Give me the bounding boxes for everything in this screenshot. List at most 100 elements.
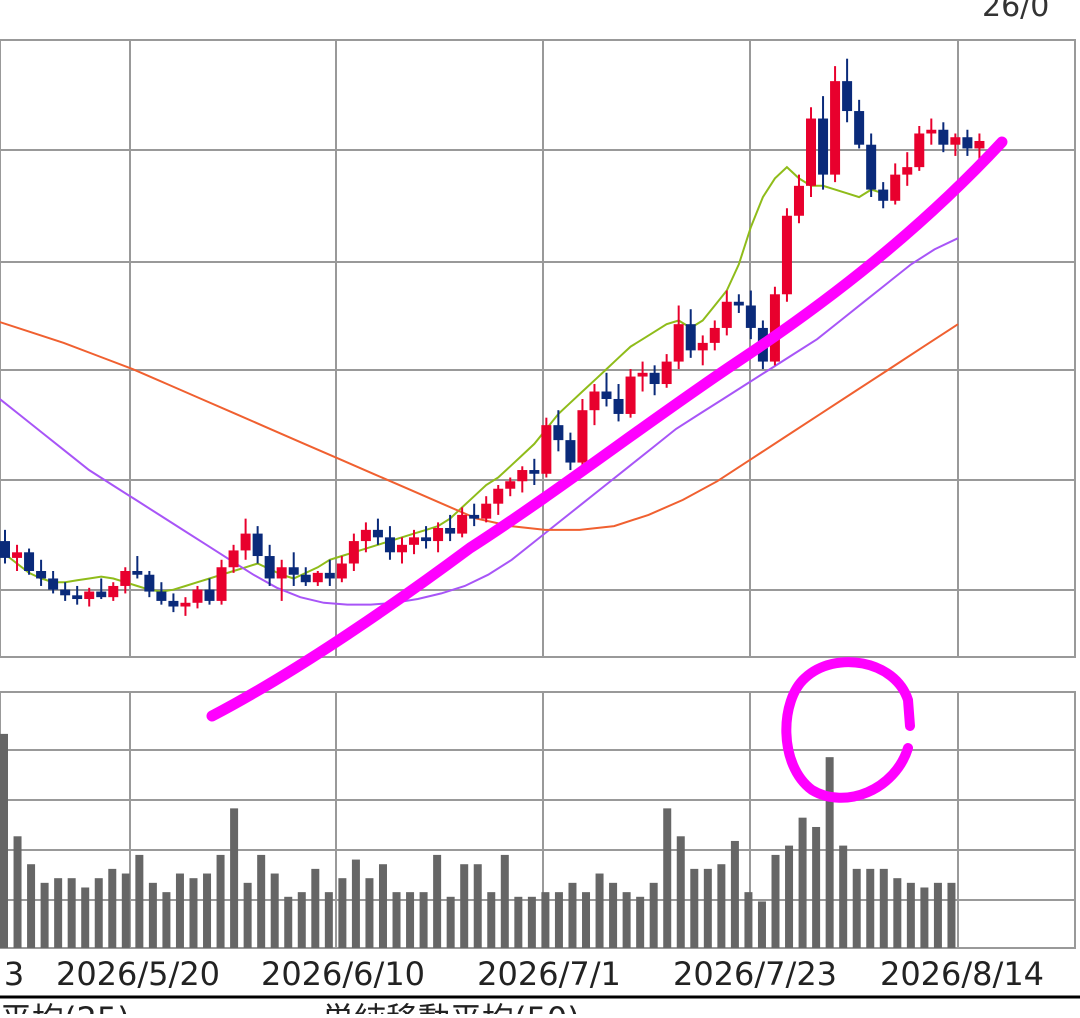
- candle-body: [769, 294, 780, 362]
- volume-bar: [257, 854, 266, 948]
- volume-bar: [189, 878, 198, 948]
- volume-bar: [324, 892, 333, 948]
- volume-bar: [351, 859, 360, 948]
- x-tick-label: 3: [4, 955, 24, 993]
- volume-bar: [27, 864, 36, 948]
- candle-body: [433, 527, 444, 542]
- candle-body: [721, 301, 732, 328]
- volume-bar: [54, 878, 63, 948]
- volume-bar: [67, 878, 76, 948]
- candle-body: [252, 533, 263, 557]
- candle: [433, 522, 444, 553]
- candle-body: [192, 589, 203, 603]
- candle: [156, 582, 167, 605]
- candle-body: [421, 537, 432, 542]
- candle-body: [396, 544, 407, 553]
- candle-body: [529, 470, 540, 474]
- candle: [842, 58, 853, 123]
- candle: [180, 597, 191, 616]
- candle: [589, 384, 600, 426]
- volume-bar: [121, 873, 130, 948]
- volume-bar: [676, 836, 685, 948]
- candle: [84, 587, 95, 607]
- candle: [409, 529, 420, 555]
- candle: [384, 526, 395, 560]
- volume-bar: [798, 817, 807, 948]
- candle-body: [324, 572, 335, 579]
- volume-bar: [866, 868, 875, 948]
- volume-bar: [365, 878, 374, 948]
- candle-body: [348, 541, 359, 564]
- volume-bar: [839, 845, 848, 948]
- volume-bar: [419, 892, 428, 948]
- candle: [914, 126, 925, 171]
- candle: [421, 526, 432, 549]
- candle: [204, 578, 215, 605]
- volume-bar: [703, 868, 712, 948]
- candle: [72, 585, 83, 605]
- candle-body: [565, 440, 576, 463]
- candle-body: [974, 140, 985, 149]
- candle-body: [276, 567, 287, 579]
- price-panel-frame: [0, 39, 1076, 658]
- volume-bar: [338, 878, 347, 948]
- candle: [12, 544, 23, 571]
- volume-bar: [243, 882, 252, 948]
- candle-body: [336, 563, 347, 579]
- candle: [926, 118, 937, 145]
- volume-bar: [446, 896, 455, 948]
- candle-body: [541, 425, 552, 474]
- candle: [806, 107, 817, 198]
- volume-bar: [947, 882, 956, 948]
- candle-body: [878, 189, 889, 201]
- volume-bar: [717, 864, 726, 948]
- candle-body: [685, 324, 696, 351]
- candle-body: [589, 391, 600, 411]
- x-tick-label: 2026/7/23: [673, 955, 837, 993]
- volume-bar: [757, 901, 766, 948]
- volume-bar: [392, 892, 401, 948]
- candle-body: [360, 529, 371, 542]
- candle: [854, 99, 865, 149]
- candle: [300, 567, 311, 586]
- volume-bar: [108, 868, 117, 948]
- volume-bar: [270, 873, 279, 948]
- candle: [0, 529, 10, 564]
- candle: [565, 432, 576, 471]
- candle: [733, 294, 744, 313]
- candle: [216, 559, 227, 605]
- volume-bar: [785, 845, 794, 948]
- annotation-layer: [206, 136, 1008, 803]
- candle: [649, 365, 660, 396]
- candle: [950, 133, 961, 156]
- volume-bar: [13, 836, 22, 948]
- volume-bar: [730, 840, 739, 948]
- circle-annotation: [781, 657, 915, 803]
- candle-body: [0, 541, 10, 558]
- volume-bar: [636, 896, 645, 948]
- volume-bar: [906, 882, 915, 948]
- candle-body: [288, 567, 299, 575]
- candle: [685, 309, 696, 358]
- legend-entry: 平均(25): [0, 1000, 130, 1014]
- candle-body: [950, 137, 961, 145]
- candle: [264, 544, 275, 586]
- candle: [541, 417, 552, 478]
- candle-body: [144, 574, 155, 592]
- candle: [493, 484, 504, 515]
- volume-bar: [40, 882, 49, 948]
- candle-body: [697, 342, 708, 351]
- candle: [481, 496, 492, 523]
- candle-body: [264, 556, 275, 579]
- candle-body: [300, 574, 311, 583]
- candle-body: [240, 533, 251, 551]
- moving-average-mid-line: [0, 237, 959, 606]
- volume-bar: [135, 854, 144, 948]
- candle-body: [409, 537, 420, 545]
- volume-bar: [311, 868, 320, 948]
- candle: [709, 320, 720, 351]
- candle: [745, 290, 756, 340]
- candle-body: [818, 118, 829, 175]
- candle: [469, 503, 480, 527]
